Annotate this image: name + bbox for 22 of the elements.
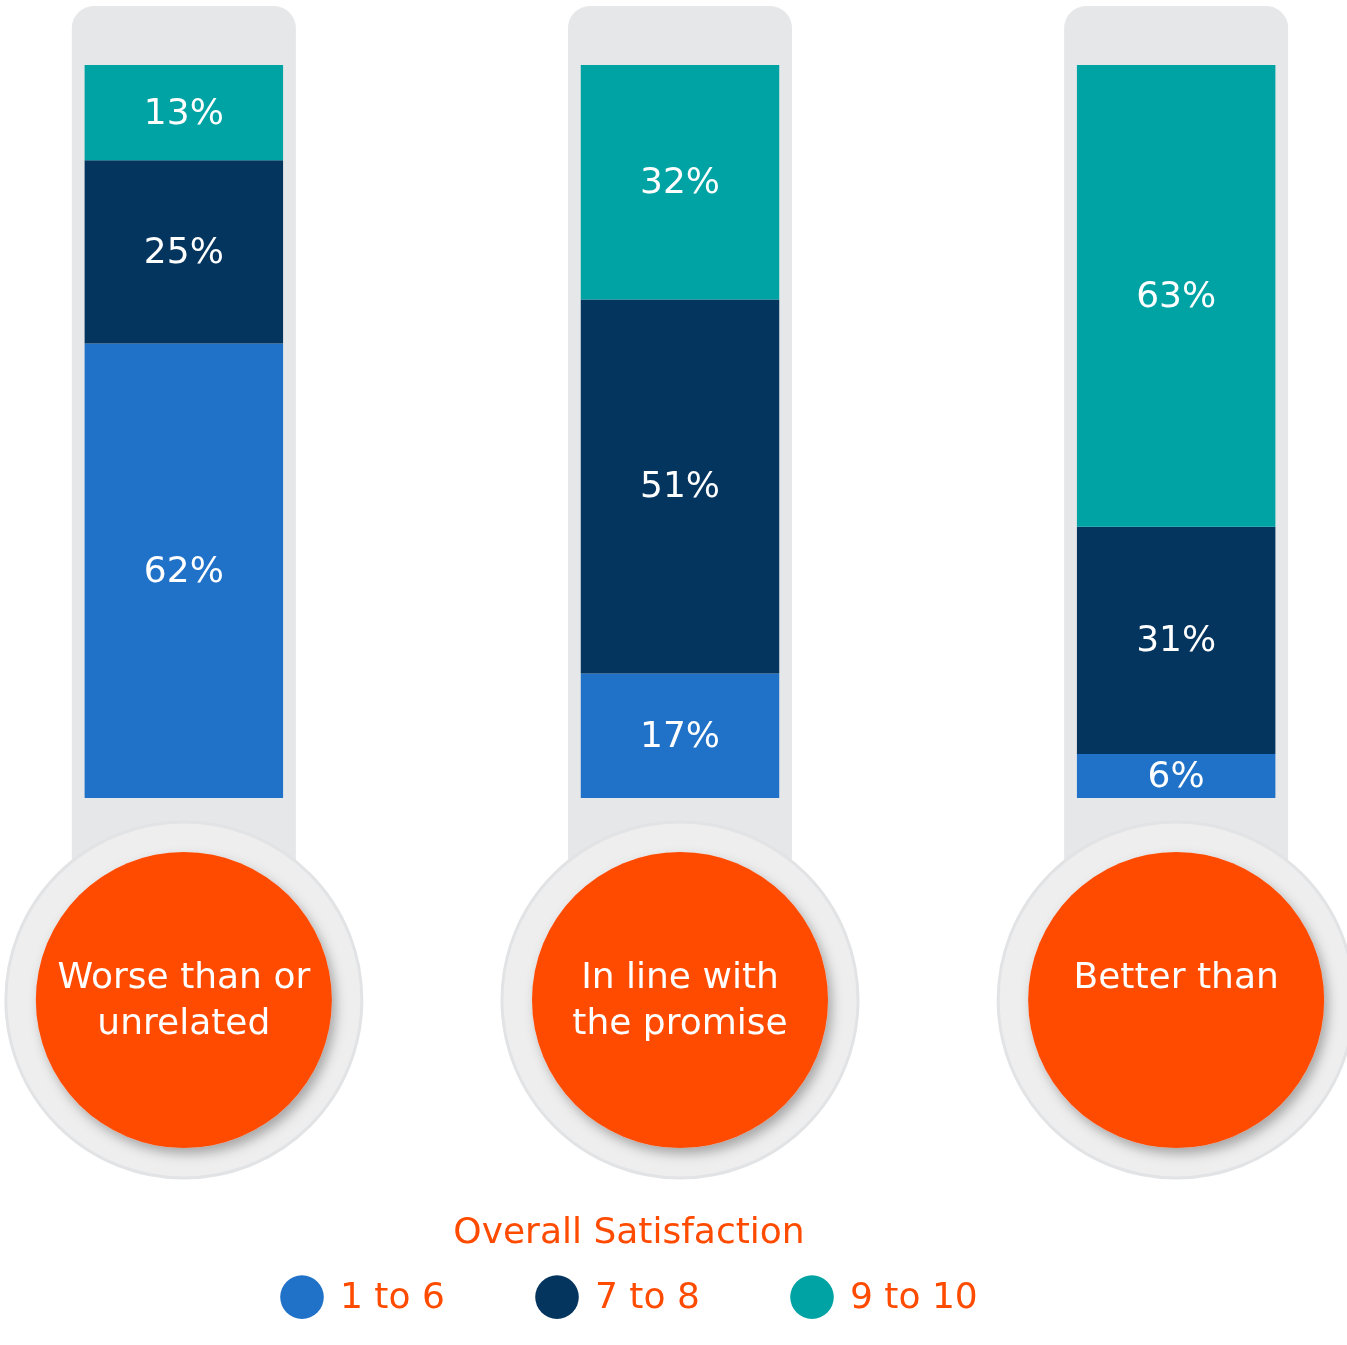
bar <box>580 65 780 300</box>
data-label: 62% <box>143 548 224 590</box>
data-label: 6% <box>1147 754 1205 796</box>
data-label: 25% <box>143 229 224 271</box>
legend-label: 7 to 8 <box>595 1275 700 1317</box>
x-tick-label: In line with the promise <box>572 954 788 1042</box>
bar <box>84 160 284 344</box>
bar <box>1076 754 1276 798</box>
bar <box>580 673 780 798</box>
bar <box>1076 526 1276 755</box>
data-label: 51% <box>639 464 721 506</box>
data-label: 32% <box>639 160 721 202</box>
data-label: 63% <box>1136 273 1217 315</box>
legend-title: Overall Satisfaction <box>453 1210 805 1251</box>
x-tick-label: Worse than or unrelated <box>57 954 311 1042</box>
data-label: 31% <box>1136 618 1217 660</box>
legend-label: 1 to 6 <box>340 1275 445 1317</box>
data-label: 13% <box>143 90 224 132</box>
bar <box>84 65 284 161</box>
data-label: 17% <box>639 713 721 755</box>
x-tick-label: Better than <box>1073 954 1279 996</box>
legend-label: 9 to 10 <box>850 1275 978 1317</box>
